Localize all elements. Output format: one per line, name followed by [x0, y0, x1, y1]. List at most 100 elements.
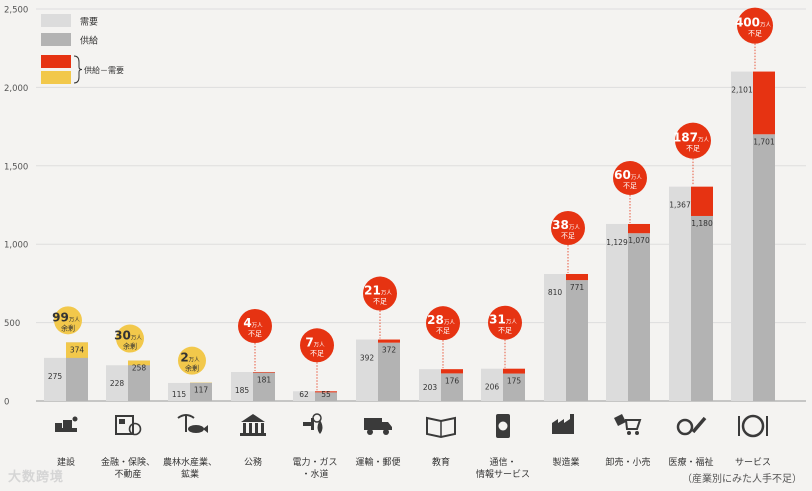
gap-bubble — [737, 7, 773, 44]
gap-type-label: 余剰 — [185, 364, 199, 373]
x-category-label: 建設 — [57, 456, 75, 468]
gap-unit: 万人 — [189, 357, 201, 364]
bar-shortage — [441, 369, 463, 374]
bar-demand — [419, 369, 441, 401]
x-category-label: ・水道 — [301, 468, 328, 480]
bar-demand — [106, 365, 128, 401]
data-label-demand: 1,129 — [606, 238, 628, 247]
finance-icon — [115, 415, 142, 436]
x-category-label: 医療・福祉 — [668, 456, 713, 468]
x-category-label: 農林水産業、 — [163, 456, 217, 468]
bar-demand — [481, 368, 503, 401]
gap-type-label: 不足 — [561, 232, 575, 240]
x-category-label: 卸売・小売 — [605, 456, 650, 468]
bar-shortage — [753, 71, 775, 135]
gap-unit: 万人 — [314, 341, 326, 348]
x-category-label: 電力・ガス — [292, 456, 337, 468]
education-icon — [426, 416, 456, 439]
bar-demand — [669, 186, 691, 401]
legend-swatch-shortage — [41, 55, 71, 68]
y-tick-label: 1,000 — [4, 241, 28, 251]
gap-bubble — [178, 346, 206, 375]
data-label-supply: 1,180 — [691, 219, 713, 228]
x-category-label: 製造業 — [552, 456, 579, 468]
gap-bubble — [300, 328, 334, 363]
gap-bubble — [488, 305, 522, 340]
retail-icon — [614, 414, 642, 435]
bar-surplus — [128, 360, 150, 366]
data-label-supply: 1,070 — [628, 236, 650, 245]
legend-label-demand: 需要 — [80, 17, 98, 28]
data-label-demand: 2,101 — [731, 86, 753, 95]
x-category-label: 情報サービス — [476, 468, 530, 480]
legend-brace — [73, 55, 83, 84]
x-category-label: 不動産 — [114, 468, 141, 480]
data-label-demand: 392 — [360, 354, 375, 363]
bar-shortage — [628, 223, 650, 234]
data-label-supply: 117 — [194, 386, 209, 395]
y-tick-label: 1,500 — [4, 162, 28, 172]
gap-type-label: 不足 — [310, 349, 324, 357]
data-label-supply: 55 — [321, 390, 331, 399]
gap-unit: 万人 — [569, 224, 581, 231]
data-label-demand: 185 — [235, 386, 250, 395]
data-label-demand: 203 — [423, 383, 438, 392]
x-category-label: 公務 — [244, 456, 262, 468]
bar-supply — [691, 215, 713, 401]
manufacturing-icon — [552, 414, 574, 434]
data-label-supply: 181 — [257, 376, 272, 385]
bar-demand — [168, 382, 190, 401]
bar-shortage — [566, 273, 588, 281]
gap-unit: 万人 — [381, 290, 393, 297]
gap-type-label: 不足 — [623, 182, 637, 190]
data-label-demand: 1,367 — [669, 201, 691, 210]
data-label-supply: 258 — [132, 364, 147, 373]
transport-icon — [364, 418, 392, 435]
gap-unit: 万人 — [69, 316, 81, 323]
bar-demand — [44, 357, 66, 401]
bar-demand — [544, 273, 566, 401]
bar-supply — [315, 392, 337, 401]
utilities-icon — [303, 413, 323, 434]
gap-type-label: 余剰 — [61, 323, 75, 332]
data-label-supply: 374 — [70, 345, 85, 354]
data-label-supply: 771 — [570, 283, 585, 292]
bar-demand — [231, 371, 253, 401]
gap-unit: 万人 — [506, 319, 518, 326]
bar-supply — [190, 382, 212, 401]
legend-label-supply: 供給 — [80, 35, 98, 47]
legend-swatch-surplus — [41, 71, 71, 84]
data-label-supply: 1,701 — [753, 137, 775, 146]
bar-shortage — [315, 391, 337, 393]
data-label-demand: 206 — [485, 383, 500, 392]
x-category-label: 金融・保険、 — [101, 456, 155, 468]
gap-bubble — [551, 210, 585, 245]
gap-bubble — [238, 308, 272, 343]
gap-bubble — [613, 160, 647, 195]
bar-demand — [293, 391, 315, 401]
gap-unit: 万人 — [252, 322, 264, 329]
gap-type-label: 不足 — [373, 298, 387, 306]
bar-demand — [606, 223, 628, 401]
gap-type-label: 余剰 — [123, 342, 137, 351]
bar-shortage — [691, 186, 713, 216]
bar-shortage — [378, 339, 400, 343]
bar-supply — [566, 280, 588, 401]
y-tick-label: 2,000 — [4, 84, 28, 94]
gap-unit: 万人 — [698, 137, 710, 144]
data-label-supply: 372 — [382, 346, 397, 355]
x-category-label: 鉱業 — [181, 468, 199, 480]
government-icon — [240, 414, 266, 436]
gap-type-label: 不足 — [748, 30, 762, 38]
bar-supply — [128, 360, 150, 401]
data-label-supply: 176 — [445, 376, 460, 385]
gap-type-label: 不足 — [686, 145, 700, 153]
y-tick-label: 0 — [4, 398, 9, 408]
bar-supply — [378, 342, 400, 401]
x-category-label: 通信・ — [489, 456, 516, 468]
bar-shortage — [503, 368, 525, 374]
gap-bubble — [116, 324, 144, 353]
x-category-label: 運輸・郵便 — [355, 456, 400, 468]
gap-bubble — [426, 306, 460, 341]
